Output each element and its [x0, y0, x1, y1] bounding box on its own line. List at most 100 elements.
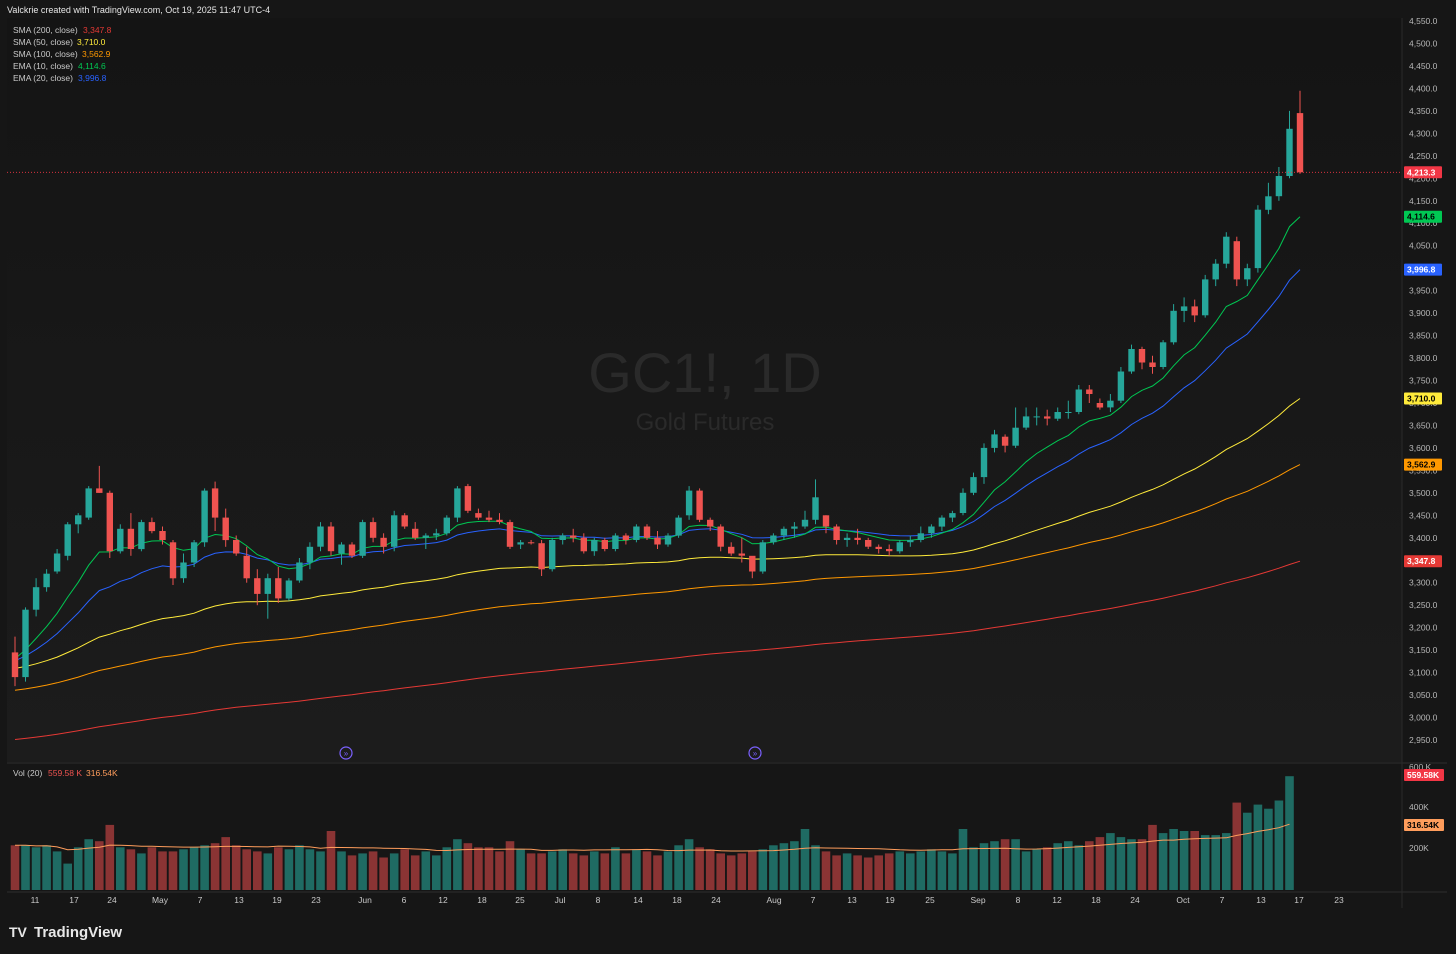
candle-body	[601, 540, 608, 549]
tradingview-logo[interactable]: TV TradingView	[9, 924, 122, 941]
price-tick: 3,150.0	[1409, 645, 1438, 655]
candle	[938, 515, 946, 531]
time-tick: May	[152, 895, 169, 905]
candle	[1044, 409, 1051, 426]
candle-body	[64, 524, 71, 556]
volume-bar	[1011, 839, 1020, 890]
candle-body	[570, 535, 577, 538]
price-tick: 3,000.0	[1409, 713, 1438, 723]
time-tick: 7	[811, 895, 816, 905]
candle-body	[475, 513, 482, 518]
price-badge-bg	[1404, 555, 1442, 568]
time-axis[interactable]: 11 17 24 May 7 13 19 23 Jun 6 12 18 25 Jul 8 14 18 24 Aug 7…	[31, 895, 1344, 905]
volume-bar	[948, 853, 957, 890]
volume-bar	[1211, 835, 1220, 890]
candle	[169, 540, 177, 585]
candle	[886, 544, 893, 556]
legend-sma100[interactable]: SMA (100, close) 3,562.9	[13, 49, 111, 59]
volume-bar	[95, 841, 104, 890]
chart-credit: Valckrie created with TradingView.com, O…	[7, 5, 270, 15]
volume-bar	[769, 845, 778, 890]
candle	[443, 515, 450, 536]
price-axis[interactable]: 2,950.0 3,000.0 3,050.0 3,100.0 3,150.0 3,200…	[1409, 16, 1438, 745]
volume-bar	[663, 851, 673, 890]
price-badge: 4,114.6	[1404, 210, 1442, 223]
candle-body	[1170, 310, 1177, 343]
candle	[1191, 299, 1198, 323]
candle-body	[1212, 263, 1219, 280]
candle	[717, 524, 724, 552]
candle-body	[907, 540, 914, 543]
candle	[254, 569, 261, 606]
volume-bar	[1116, 837, 1126, 890]
candle-body	[1159, 342, 1167, 367]
time-tick: 7	[1220, 895, 1225, 905]
candle	[991, 429, 998, 453]
legend-ema10[interactable]: EMA (10, close) 4,114.6	[13, 61, 106, 71]
candle-body	[11, 652, 19, 678]
volume-bar	[653, 855, 662, 890]
candle-body	[1128, 349, 1135, 372]
candle-body	[159, 531, 166, 540]
price-badges: 4,213.3 4,114.6 3,996.8 3,710.0 3,562.9 3,347…	[1404, 166, 1442, 568]
volume-bar	[579, 855, 589, 890]
volume-bar	[21, 845, 30, 890]
volume-bar	[884, 853, 894, 890]
volume-bar	[916, 851, 926, 890]
volume-bar	[853, 855, 862, 890]
candle-body	[254, 578, 261, 594]
volume-bar	[969, 847, 978, 890]
volume-bar	[537, 853, 546, 890]
time-tick: 18	[477, 895, 487, 905]
event-marker[interactable]: »	[748, 746, 762, 760]
candle	[928, 524, 935, 538]
volume-legend[interactable]: Vol (20) 559.58 K 316.54K	[13, 768, 118, 778]
price-badge-text: 3,996.8	[1407, 265, 1436, 275]
candle-body	[464, 486, 472, 511]
candle	[475, 508, 482, 520]
candle-body	[1107, 400, 1114, 408]
time-tick: 19	[272, 895, 282, 905]
time-tick: 17	[1294, 895, 1304, 905]
candle	[1054, 407, 1061, 421]
price-tick: 3,050.0	[1409, 690, 1438, 700]
volume-bar	[505, 841, 515, 890]
price-tick: 3,200.0	[1409, 623, 1438, 633]
volume-bar	[189, 847, 199, 890]
volume-bar	[726, 855, 736, 890]
candle-body	[959, 492, 967, 513]
time-tick: 13	[847, 895, 857, 905]
time-tick: 23	[311, 895, 321, 905]
candle-body	[338, 544, 345, 554]
volume-bar	[1243, 812, 1252, 890]
candle	[970, 472, 977, 496]
candle	[728, 542, 735, 556]
price-pane[interactable]	[7, 18, 1402, 762]
candle	[791, 522, 798, 538]
volume-bar	[31, 847, 41, 890]
candle	[317, 522, 324, 552]
candle-body	[591, 540, 598, 552]
time-tick: 23	[1334, 895, 1344, 905]
legend-sma50[interactable]: SMA (50, close) 3,710.0	[13, 37, 106, 47]
volume-bar	[716, 853, 725, 890]
volume-bar	[568, 853, 578, 890]
candle	[780, 526, 788, 540]
volume-bar	[326, 831, 336, 890]
volume-bar	[1190, 831, 1199, 890]
legend-sma200[interactable]: SMA (200, close) 3,347.8	[13, 25, 112, 35]
volume-bar	[937, 851, 947, 890]
candle	[159, 526, 166, 545]
candle	[1275, 167, 1283, 201]
volume-bar	[73, 847, 83, 890]
volume-bar	[1032, 849, 1041, 890]
volume-bar	[284, 849, 294, 890]
candle	[696, 488, 703, 523]
legend-ema20[interactable]: EMA (20, close) 3,996.8	[13, 73, 107, 83]
event-marker[interactable]: »	[339, 746, 353, 760]
time-tick: 24	[1130, 895, 1140, 905]
candle	[517, 540, 524, 549]
price-tick: 3,950.0	[1409, 286, 1438, 296]
price-badge-bg	[1404, 458, 1442, 471]
candle	[64, 522, 71, 561]
